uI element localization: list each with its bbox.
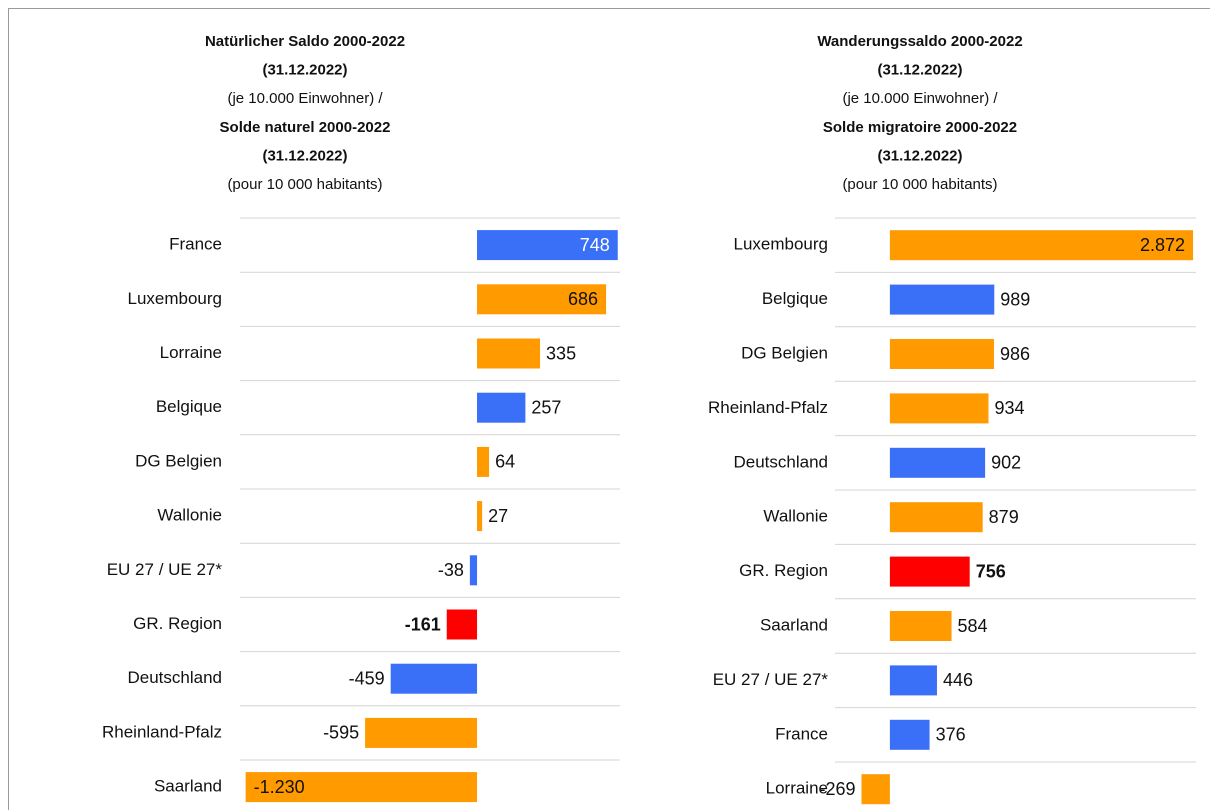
bar (889, 665, 937, 696)
value-label: -459 (349, 668, 385, 688)
bar (889, 447, 986, 478)
category-label: GR. Region (133, 614, 222, 633)
value-label: 584 (958, 616, 988, 636)
category-label: Saarland (760, 615, 828, 634)
value-label: -1.230 (254, 777, 305, 797)
value-label: 27 (488, 506, 508, 526)
category-label: Luxembourg (733, 235, 828, 254)
value-label: 986 (1000, 344, 1030, 364)
bar (245, 772, 478, 803)
value-label: -161 (405, 614, 441, 634)
category-label: Saarland (154, 777, 222, 796)
chart-title-line: Natürlicher Saldo 2000-2022 (205, 33, 405, 50)
chart-title-line: (31.12.2022) (262, 147, 347, 164)
value-label: 748 (580, 235, 610, 255)
bar (889, 339, 994, 369)
bar (477, 446, 490, 477)
category-label: GR. Region (739, 561, 828, 580)
bar (889, 556, 970, 587)
category-label: France (169, 235, 222, 254)
value-label: 446 (943, 670, 973, 690)
category-label: Rheinland-Pfalz (708, 398, 828, 417)
category-label: DG Belgien (135, 451, 222, 470)
category-label: Lorraine (766, 779, 828, 798)
value-label: 756 (976, 561, 1006, 581)
bar (477, 230, 618, 261)
bar (889, 393, 989, 424)
category-label: Lorraine (160, 343, 222, 362)
bar (889, 611, 952, 641)
category-label: Deutschland (127, 668, 222, 687)
category-label: EU 27 / UE 27* (107, 560, 223, 579)
bar (469, 555, 478, 586)
bar (477, 284, 607, 315)
bar (889, 502, 983, 533)
value-label: 686 (568, 289, 598, 309)
category-label: EU 27 / UE 27* (713, 670, 829, 689)
chart-title-line: Solde migratoire 2000-2022 (823, 119, 1017, 136)
value-label: 335 (546, 343, 576, 363)
bar (365, 717, 478, 748)
category-label: DG Belgien (741, 343, 828, 362)
chart-title-line: Wanderungssaldo 2000-2022 (817, 33, 1022, 50)
chart-title-line: (pour 10 000 habitants) (227, 176, 382, 193)
chart-title-line: (je 10.000 Einwohner) / (227, 90, 383, 107)
value-label: 902 (991, 453, 1021, 473)
chart-title-line: (31.12.2022) (877, 62, 962, 79)
chart-title-line: (pour 10 000 habitants) (842, 176, 997, 193)
category-label: France (775, 724, 828, 743)
chart-title-line: (31.12.2022) (262, 62, 347, 79)
value-label: 989 (1000, 289, 1030, 309)
category-label: Wallonie (157, 506, 222, 525)
bar (477, 501, 483, 532)
chart-title-line: (31.12.2022) (877, 147, 962, 164)
value-label: 64 (495, 452, 515, 472)
chart-title-line: Solde naturel 2000-2022 (220, 119, 391, 136)
chart-title-line: (je 10.000 Einwohner) / (842, 90, 998, 107)
value-label: 257 (531, 397, 561, 417)
value-label: 934 (994, 398, 1024, 418)
bar (889, 230, 1194, 261)
category-label: Deutschland (733, 452, 828, 471)
category-label: Rheinland-Pfalz (102, 722, 222, 741)
bar (477, 392, 526, 423)
value-label: -269 (819, 779, 855, 799)
value-label: 376 (936, 725, 966, 745)
bar (390, 663, 478, 694)
bar (861, 774, 890, 805)
value-label: -38 (438, 560, 464, 580)
category-label: Belgique (762, 289, 828, 308)
category-label: Luxembourg (127, 289, 222, 308)
value-label: -595 (323, 723, 359, 743)
bar (446, 609, 478, 640)
bar (889, 719, 930, 750)
category-label: Wallonie (763, 507, 828, 526)
bar (477, 338, 541, 369)
value-label: 2.872 (1140, 235, 1185, 255)
bar (889, 284, 995, 315)
value-label: 879 (989, 507, 1019, 527)
category-label: Belgique (156, 397, 222, 416)
